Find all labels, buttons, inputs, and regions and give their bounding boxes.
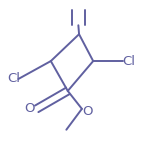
Text: Cl: Cl: [122, 55, 135, 68]
Text: Cl: Cl: [8, 73, 21, 85]
Text: O: O: [24, 102, 35, 115]
Text: O: O: [82, 105, 93, 118]
